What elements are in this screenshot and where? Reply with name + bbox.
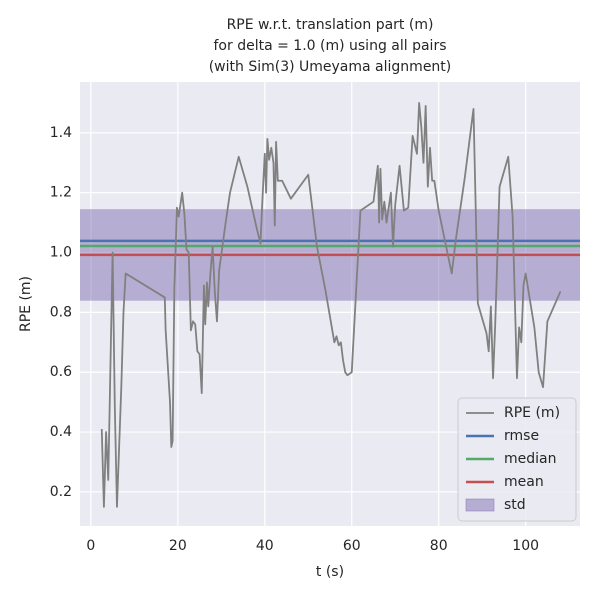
y-axis-label: RPE (m) xyxy=(18,276,34,332)
legend-label: median xyxy=(504,451,556,467)
x-tick-label: 80 xyxy=(430,538,448,554)
x-axis-label: t (s) xyxy=(316,564,344,580)
y-tick-label: 1.4 xyxy=(50,125,72,141)
chart-title: for delta = 1.0 (m) using all pairs xyxy=(214,38,447,54)
x-tick-label: 0 xyxy=(86,538,95,554)
x-tick-label: 20 xyxy=(169,538,187,554)
legend-box xyxy=(457,397,577,522)
x-tick-label: 100 xyxy=(512,538,539,554)
y-tick-label: 1.2 xyxy=(50,185,72,201)
legend-label: mean xyxy=(504,474,544,490)
y-tick-label: 0.6 xyxy=(50,364,72,380)
x-tick-label: 40 xyxy=(256,538,274,554)
y-tick-label: 1.0 xyxy=(50,245,72,261)
x-tick-label: 60 xyxy=(343,538,361,554)
data-line xyxy=(100,102,562,508)
legend-label: rmse xyxy=(504,428,539,444)
y-tick-label: 0.8 xyxy=(50,304,72,320)
y-tick-label: 0.4 xyxy=(50,424,72,440)
legend-label: RPE (m) xyxy=(504,405,560,421)
legend-swatch xyxy=(465,498,495,512)
legend-label: std xyxy=(504,497,526,513)
chart-title: RPE w.r.t. translation part (m) xyxy=(227,17,434,33)
y-tick-label: 0.2 xyxy=(50,484,72,500)
chart-title: (with Sim(3) Umeyama alignment) xyxy=(209,59,452,75)
